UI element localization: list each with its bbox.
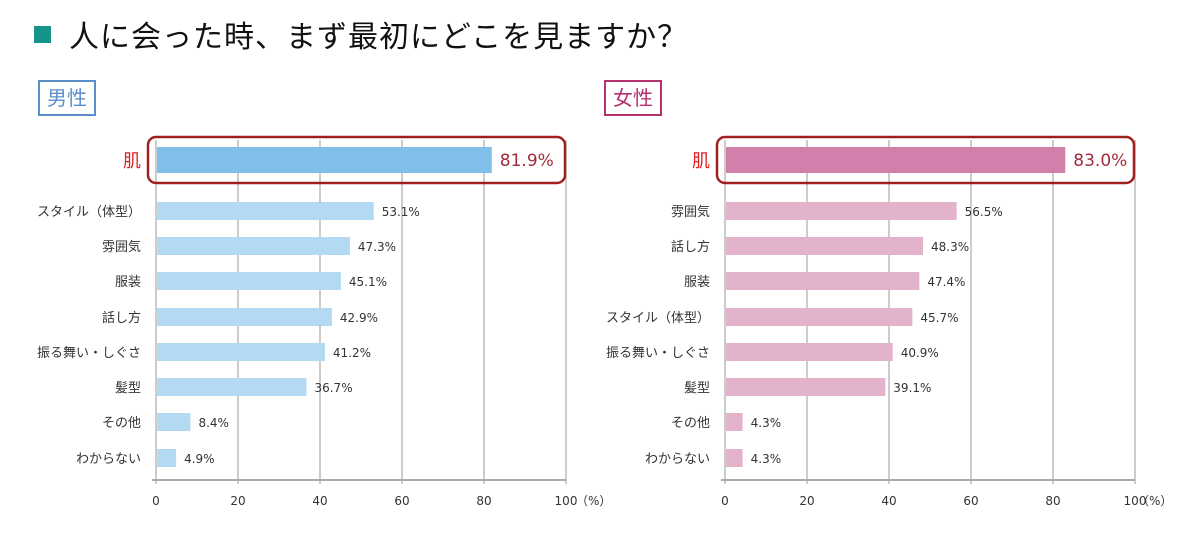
male-value-label: 47.3% (358, 240, 396, 254)
male-tick-label: 80 (476, 494, 491, 508)
female-category-label: 服装 (684, 275, 710, 290)
female-tick-label: 60 (963, 494, 978, 508)
female-value-label: 56.5% (965, 205, 1003, 219)
female-bar (726, 237, 924, 255)
female-unit-label: （%） (1137, 494, 1172, 508)
female-category-label: 雰囲気 (671, 204, 710, 220)
page-title: 人に会った時、まず最初にどこを見ますか？ (69, 20, 689, 55)
female-category-label: わからない (645, 452, 710, 467)
female-tick-label: 0 (721, 494, 729, 508)
male-value-label: 4.9% (184, 452, 215, 466)
female-chart-badge: 女性 (604, 80, 662, 116)
male-value-label: 45.1% (349, 275, 387, 289)
male-value-label: 53.1% (382, 205, 420, 219)
female-bar (726, 308, 913, 326)
male-tick-label: 60 (394, 494, 409, 508)
female-value-label: 39.1% (893, 381, 931, 395)
female-value-label: 40.9% (901, 346, 939, 360)
male-category-label: その他 (102, 416, 141, 431)
female-tick-label: 80 (1045, 494, 1060, 508)
female-tick-label: 40 (881, 494, 896, 508)
male-tick-label: 40 (312, 494, 327, 508)
male-tick-label: 100 (555, 494, 578, 508)
female-value-label: 45.7% (920, 311, 958, 325)
female-highlight-box (715, 135, 1136, 185)
male-category-label: 話し方 (102, 310, 141, 326)
female-bar (726, 378, 886, 396)
male-unit-label: （%） (576, 494, 611, 508)
male-highlight-box (146, 135, 567, 185)
male-bar (157, 147, 492, 173)
male-bar (157, 449, 177, 467)
male-category-label: わからない (76, 452, 141, 467)
female-bar (726, 202, 957, 220)
female-tick-label: 20 (799, 494, 814, 508)
male-value-label: 36.7% (314, 381, 352, 395)
male-category-label: 肌 (123, 151, 141, 172)
female-bar (726, 449, 743, 467)
male-bar (157, 272, 341, 290)
female-bar (726, 343, 893, 361)
male-category-label: 振る舞い・しぐさ (37, 346, 141, 361)
male-category-label: 服装 (115, 275, 141, 290)
male-value-label: 81.9% (500, 151, 554, 171)
male-value-label: 41.2% (333, 346, 371, 360)
male-category-label: 雰囲気 (102, 239, 141, 255)
female-bar (726, 272, 920, 290)
female-category-label: スタイル（体型） (606, 311, 710, 326)
male-category-label: 髪型 (115, 381, 141, 396)
female-category-label: その他 (671, 416, 710, 431)
male-value-label: 8.4% (198, 416, 229, 430)
female-bar (726, 413, 743, 431)
female-category-label: 髪型 (684, 381, 710, 396)
female-category-label: 肌 (692, 151, 710, 172)
female-category-label: 振る舞い・しぐさ (606, 346, 710, 361)
female-bar (726, 147, 1066, 173)
male-bar (157, 413, 191, 431)
male-tick-label: 0 (152, 494, 160, 508)
female-value-label: 47.4% (927, 275, 965, 289)
male-tick-label: 20 (230, 494, 245, 508)
title-marker-icon (34, 25, 51, 43)
female-value-label: 48.3% (931, 240, 969, 254)
female-category-label: 話し方 (671, 239, 710, 255)
male-bar (157, 202, 374, 220)
female-value-label: 4.3% (751, 452, 782, 466)
male-bar (157, 378, 307, 396)
female-tick-label: 100 (1124, 494, 1147, 508)
female-value-label: 4.3% (751, 416, 782, 430)
male-chart-badge: 男性 (38, 80, 96, 116)
male-value-label: 42.9% (340, 311, 378, 325)
title-block: 人に会った時、まず最初にどこを見ますか？ (34, 12, 688, 56)
male-bar (157, 308, 332, 326)
male-category-label: スタイル（体型） (37, 205, 141, 220)
female-value-label: 83.0% (1073, 151, 1127, 171)
male-bar (157, 343, 325, 361)
male-bar (157, 237, 350, 255)
